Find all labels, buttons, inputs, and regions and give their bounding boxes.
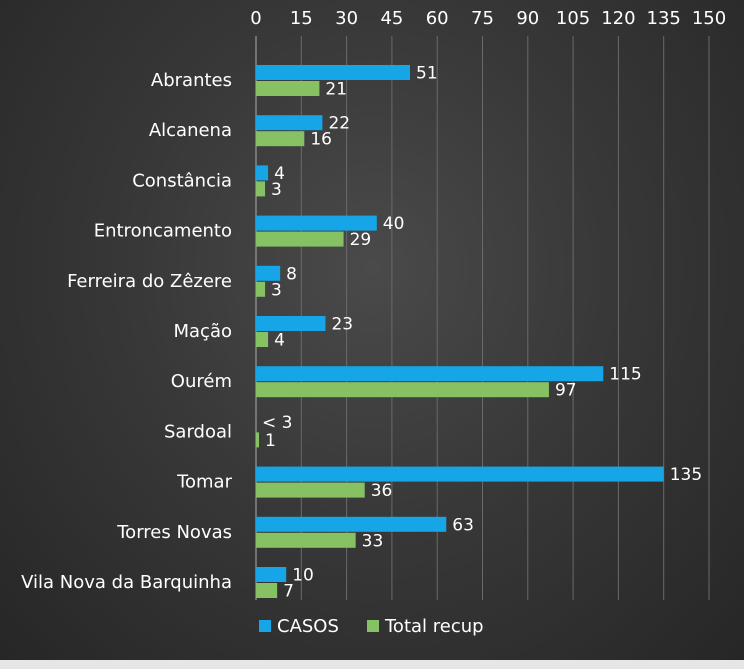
data-label: < 3 — [262, 413, 292, 433]
data-label: 8 — [286, 264, 297, 284]
bar-casos — [256, 316, 326, 331]
category-label: Mação — [174, 321, 233, 342]
data-label: 97 — [555, 381, 577, 401]
bar-casos — [256, 65, 411, 80]
category-label: Torres Novas — [116, 522, 232, 543]
legend-swatch-total-recup — [367, 620, 379, 632]
bar-total-recup — [256, 432, 260, 448]
category-label: Ourém — [171, 371, 232, 392]
bar-total-recup — [256, 81, 320, 96]
bar-total-recup — [256, 181, 266, 197]
data-label: 4 — [274, 164, 285, 184]
legend: CASOS Total recup — [259, 616, 484, 637]
bar-casos — [256, 516, 447, 532]
data-label: 51 — [416, 64, 438, 84]
legend-label: Total recup — [384, 616, 484, 637]
data-label: 33 — [362, 531, 384, 551]
bar-total-recup — [256, 532, 356, 548]
bar-casos — [256, 366, 604, 382]
data-label: 4 — [274, 331, 285, 351]
data-label: 36 — [371, 481, 393, 501]
x-tick-label: 90 — [516, 8, 539, 29]
x-tick-label: 120 — [601, 8, 635, 29]
category-label: Vila Nova da Barquinha — [21, 572, 232, 593]
bar-casos — [256, 165, 269, 181]
bar-casos — [256, 215, 377, 231]
bar-total-recup — [256, 332, 269, 347]
data-label: 16 — [310, 130, 332, 150]
data-label: 10 — [292, 566, 314, 586]
category-label: Constância — [132, 170, 232, 191]
bar-casos — [256, 115, 323, 131]
bars — [256, 65, 664, 598]
x-axis-ticks: 0 15 30 45 60 75 90 105 120 135 150 — [250, 8, 726, 29]
data-label: 40 — [383, 214, 405, 234]
bar-total-recup — [256, 231, 344, 247]
category-label: Sardoal — [164, 421, 232, 442]
window-bottom-edge — [0, 660, 744, 669]
category-label: Abrantes — [151, 70, 232, 91]
bar-total-recup — [256, 281, 266, 297]
x-tick-label: 105 — [556, 8, 590, 29]
category-label: Entroncamento — [94, 221, 232, 242]
data-label: 23 — [331, 315, 353, 335]
x-tick-label: 135 — [647, 8, 681, 29]
data-label: 21 — [325, 80, 347, 100]
data-label: 115 — [609, 365, 641, 385]
bar-casos — [256, 265, 281, 281]
x-tick-label: 60 — [426, 8, 449, 29]
data-label: 22 — [328, 114, 350, 134]
data-label: 63 — [452, 515, 474, 535]
x-tick-label: 15 — [290, 8, 313, 29]
legend-swatch-casos — [259, 620, 271, 632]
data-label: 3 — [271, 280, 282, 300]
x-tick-label: 75 — [471, 8, 494, 29]
bar-total-recup — [256, 382, 549, 398]
data-label: 1 — [265, 431, 276, 451]
bar-total-recup — [256, 482, 365, 498]
x-tick-label: 45 — [380, 8, 403, 29]
bar-total-recup — [256, 583, 278, 598]
category-label: Alcanena — [149, 120, 232, 141]
data-label: 135 — [670, 465, 702, 485]
x-tick-label: 30 — [335, 8, 358, 29]
category-label: Tomar — [176, 472, 233, 493]
bar-casos — [256, 567, 287, 582]
legend-label: CASOS — [277, 616, 339, 637]
x-tick-label: 0 — [250, 8, 261, 29]
data-label: 3 — [271, 180, 282, 200]
data-label: 29 — [350, 230, 372, 250]
data-label: 7 — [283, 582, 294, 602]
x-tick-label: 150 — [692, 8, 726, 29]
category-label: Ferreira do Zêzere — [67, 271, 232, 292]
category-labels: Abrantes Alcanena Constância Entroncamento F… — [21, 70, 232, 593]
bar-total-recup — [256, 131, 305, 147]
bar-casos — [256, 466, 664, 482]
